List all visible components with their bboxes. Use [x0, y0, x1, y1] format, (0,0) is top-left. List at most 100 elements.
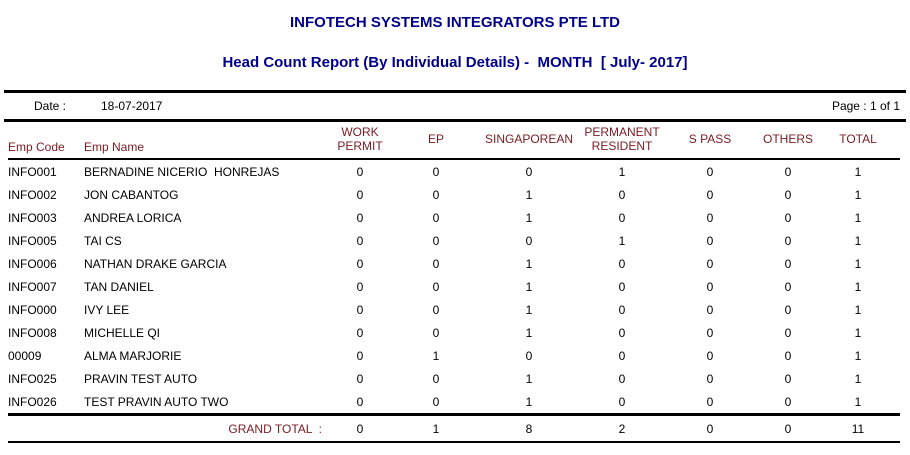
col-header-singaporean: SINGAPOREAN	[484, 131, 574, 146]
count-cell-ep: 0	[432, 302, 440, 317]
count-cell-total: 1	[854, 325, 862, 340]
col-header-total: TOTAL	[839, 131, 877, 146]
count-cell-singaporean: 1	[525, 187, 533, 202]
table-row: INFO002 JON CABANTOG 0 0 1 0 0 0 1	[8, 183, 900, 206]
table-row: INFO008 MICHELLE QI 0 0 1 0 0 0 1	[8, 321, 900, 344]
date-group: Date : 18-07-2017	[34, 99, 162, 113]
count-cell-s-pass: 0	[706, 233, 714, 248]
table-row: INFO025 PRAVIN TEST AUTO 0 0 1 0 0 0 1	[8, 367, 900, 390]
grand-total-row: GRAND TOTAL : 0 1 8 2 0 0 11	[8, 414, 900, 442]
count-cell-s-pass: 0	[706, 279, 714, 294]
count-cell-total: 1	[854, 302, 862, 317]
count-cell-others: 0	[784, 325, 792, 340]
count-cell-total: 1	[854, 348, 862, 363]
count-cell-work-permit: 0	[356, 325, 364, 340]
count-cell-work-permit: 0	[356, 302, 364, 317]
count-cell-total: 1	[854, 187, 862, 202]
count-cell-s-pass: 0	[706, 394, 714, 409]
count-cell-ep: 1	[432, 348, 440, 363]
emp-name-cell: ALMA MARJORIE	[84, 348, 182, 363]
count-cell-others: 0	[784, 279, 792, 294]
count-cell-singaporean: 1	[525, 210, 533, 225]
count-cell-s-pass: 0	[706, 210, 714, 225]
count-cell-others: 0	[784, 187, 792, 202]
divider-top	[4, 90, 906, 93]
date-value: 18-07-2017	[101, 99, 163, 113]
grand-total-s-pass: 0	[706, 421, 714, 436]
count-cell-work-permit: 0	[356, 371, 364, 386]
count-cell-permanent-resident: 0	[618, 348, 626, 363]
emp-code-cell: INFO003	[8, 210, 57, 225]
count-cell-ep: 0	[432, 210, 440, 225]
emp-code-cell: INFO006	[8, 256, 57, 271]
emp-code-cell: INFO001	[8, 164, 57, 179]
count-cell-singaporean: 0	[525, 164, 533, 179]
grand-total-permanent-resident: 2	[618, 421, 626, 436]
emp-name-cell: TAI CS	[84, 233, 122, 248]
emp-name-cell: BERNADINE NICERIO HONREJAS	[84, 164, 280, 179]
count-cell-ep: 0	[432, 256, 440, 271]
emp-name-cell: TEST PRAVIN AUTO TWO	[84, 394, 229, 409]
count-cell-others: 0	[784, 256, 792, 271]
header-row: Emp Code Emp Name WORK PERMIT EP SINGAPO…	[8, 122, 900, 159]
table-row: INFO003 ANDREA LORICA 0 0 1 0 0 0 1	[8, 206, 900, 229]
count-cell-permanent-resident: 0	[618, 187, 626, 202]
emp-code-cell: INFO007	[8, 279, 57, 294]
emp-name-cell: PRAVIN TEST AUTO	[84, 371, 198, 386]
count-cell-ep: 0	[432, 164, 440, 179]
count-cell-ep: 0	[432, 371, 440, 386]
count-cell-ep: 0	[432, 394, 440, 409]
count-cell-s-pass: 0	[706, 302, 714, 317]
count-cell-others: 0	[784, 302, 792, 317]
count-cell-s-pass: 0	[706, 325, 714, 340]
table-row: INFO005 TAI CS 0 0 0 1 0 0 1	[8, 229, 900, 252]
count-cell-permanent-resident: 0	[618, 394, 626, 409]
count-cell-ep: 0	[432, 325, 440, 340]
col-header-s-pass: S PASS	[688, 131, 732, 146]
emp-name-cell: IVY LEE	[84, 302, 130, 317]
count-cell-s-pass: 0	[706, 256, 714, 271]
count-cell-ep: 0	[432, 233, 440, 248]
count-cell-total: 1	[854, 210, 862, 225]
emp-code-cell: INFO025	[8, 371, 57, 386]
count-cell-others: 0	[784, 210, 792, 225]
col-header-ep: EP	[427, 131, 444, 146]
count-cell-ep: 0	[432, 279, 440, 294]
count-cell-work-permit: 0	[356, 348, 364, 363]
emp-code-cell: INFO005	[8, 233, 57, 248]
count-cell-work-permit: 0	[356, 210, 364, 225]
grand-total-total: 11	[851, 421, 865, 436]
table-row: INFO026 TEST PRAVIN AUTO TWO 0 0 1 0 0 0 1	[8, 390, 900, 415]
page-indicator: Page : 1 of 1	[831, 99, 900, 113]
col-header-emp-name: Emp Name	[84, 139, 145, 154]
col-header-others: OTHERS	[762, 131, 813, 146]
emp-code-cell: INFO002	[8, 187, 57, 202]
count-cell-s-pass: 0	[706, 371, 714, 386]
count-cell-singaporean: 0	[525, 233, 533, 248]
count-cell-others: 0	[784, 233, 792, 248]
count-cell-permanent-resident: 0	[618, 371, 626, 386]
emp-name-cell: JON CABANTOG	[84, 187, 179, 202]
table-row: INFO001 BERNADINE NICERIO HONREJAS 0 0 0 1 0 0 1	[8, 159, 900, 183]
count-cell-ep: 0	[432, 187, 440, 202]
count-cell-others: 0	[784, 164, 792, 179]
report-title: Head Count Report (By Individual Details…	[222, 54, 688, 71]
emp-name-cell: NATHAN DRAKE GARCIA	[84, 256, 227, 271]
count-cell-others: 0	[784, 394, 792, 409]
count-cell-s-pass: 0	[706, 187, 714, 202]
count-cell-total: 1	[854, 279, 862, 294]
grand-total-others: 0	[784, 421, 792, 436]
count-cell-permanent-resident: 1	[618, 164, 626, 179]
count-cell-work-permit: 0	[356, 279, 364, 294]
table-row: 00009 ALMA MARJORIE 0 1 0 0 0 0 1	[8, 344, 900, 367]
emp-name-cell: ANDREA LORICA	[84, 210, 182, 225]
count-cell-work-permit: 0	[356, 233, 364, 248]
count-cell-total: 1	[854, 256, 862, 271]
company-title: INFOTECH SYSTEMS INTEGRATORS PTE LTD	[289, 14, 620, 31]
count-cell-work-permit: 0	[356, 187, 364, 202]
count-cell-singaporean: 1	[525, 256, 533, 271]
count-cell-permanent-resident: 0	[618, 256, 626, 271]
date-label: Date :	[34, 99, 67, 113]
count-cell-singaporean: 1	[525, 371, 533, 386]
